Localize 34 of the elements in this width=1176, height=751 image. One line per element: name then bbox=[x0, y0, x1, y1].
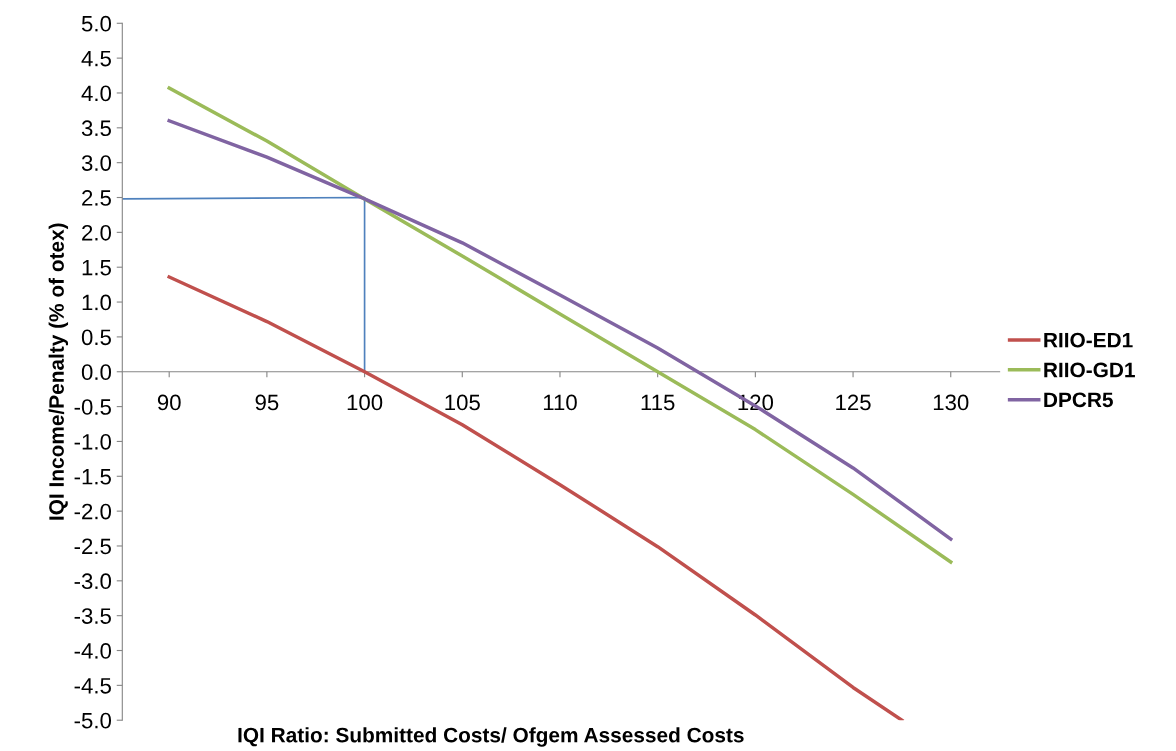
y-tick-label: 4.5 bbox=[81, 50, 111, 67]
y-axis-title: IQI Income/Penalty (% of otex) bbox=[48, 223, 69, 520]
y-tick-label: 5.0 bbox=[81, 15, 112, 32]
x-axis-title: IQI Ratio: Submitted Costs/ Ofgem Assessed Costs bbox=[238, 727, 744, 747]
y-tick-label: -3.0 bbox=[74, 573, 112, 590]
y-tick-label: -2.5 bbox=[74, 538, 111, 555]
x-tick-label: 115 bbox=[641, 394, 675, 411]
y-tick-label: -1.5 bbox=[74, 469, 111, 485]
y-tick-label: 1.0 bbox=[82, 294, 112, 311]
x-tick-label: 125 bbox=[836, 394, 871, 411]
y-tick-label: 2.5 bbox=[82, 190, 111, 206]
y-tick-label: 4.0 bbox=[81, 85, 112, 102]
y-tick-label: 3.0 bbox=[81, 155, 112, 171]
x-tick-label: 105 bbox=[445, 394, 480, 411]
x-tick-label: 110 bbox=[543, 394, 577, 411]
y-tick-label: 2.0 bbox=[82, 224, 112, 241]
legend-label: RIIO-GD1 bbox=[1044, 362, 1135, 378]
y-tick-label: -3.5 bbox=[74, 608, 111, 624]
x-tick-label: 130 bbox=[933, 394, 969, 411]
y-tick-label: -4.5 bbox=[74, 678, 111, 694]
x-tick-label: 100 bbox=[347, 394, 383, 411]
x-tick-label: 95 bbox=[255, 394, 279, 411]
y-tick-label: -2.0 bbox=[74, 503, 112, 520]
y-tick-label: 3.5 bbox=[81, 120, 111, 137]
y-tick-label: -4.0 bbox=[74, 643, 112, 659]
y-tick-label: -1.0 bbox=[74, 433, 112, 450]
y-tick-label: 0.5 bbox=[81, 329, 111, 346]
y-tick-label: 0.0 bbox=[81, 364, 112, 381]
y-tick-label: -0.5 bbox=[74, 399, 111, 415]
x-tick-label: 90 bbox=[157, 394, 181, 411]
legend-label: RIIO-ED1 bbox=[1044, 332, 1133, 348]
y-tick-label: 1.5 bbox=[82, 259, 111, 276]
y-tick-label: -5.0 bbox=[74, 712, 112, 729]
legend-label: DPCR5 bbox=[1044, 392, 1113, 408]
